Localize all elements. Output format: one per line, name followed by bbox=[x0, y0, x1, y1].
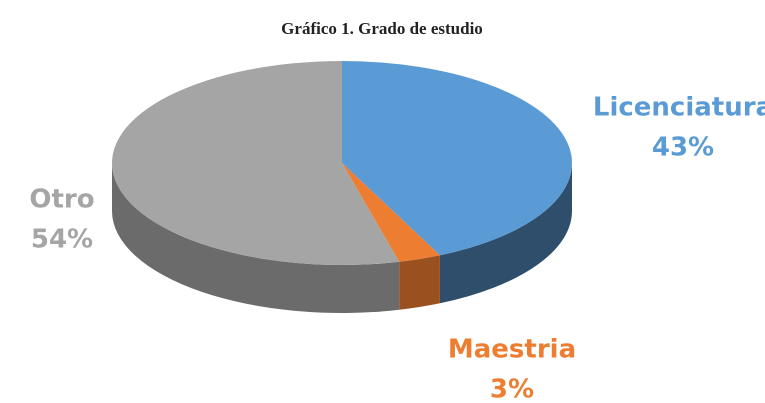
slice-value-label: 3% bbox=[490, 375, 534, 403]
slice-label: Licenciatura bbox=[593, 93, 765, 123]
slice-value-label: 43% bbox=[652, 133, 714, 163]
slice-label: Otro bbox=[29, 185, 94, 215]
slice-side bbox=[399, 255, 440, 310]
slice bbox=[111, 61, 400, 265]
slice bbox=[342, 61, 572, 256]
slice-label: Maestria bbox=[448, 335, 576, 365]
slice-side bbox=[112, 163, 400, 313]
chart-title: Gráfico 1. Grado de estudio bbox=[281, 19, 483, 38]
slice bbox=[342, 163, 440, 262]
slice-value-label: 54% bbox=[31, 225, 93, 255]
slice-side bbox=[439, 163, 572, 304]
